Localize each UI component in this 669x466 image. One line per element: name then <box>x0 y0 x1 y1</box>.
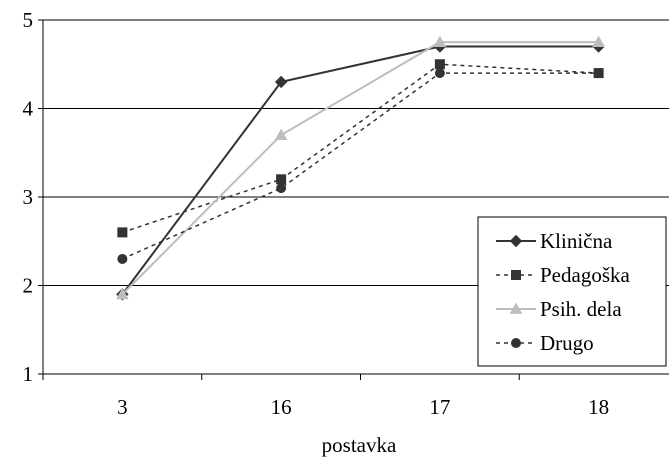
y-tick-label: 1 <box>23 362 34 386</box>
data-point <box>277 184 286 193</box>
legend-marker <box>512 339 521 348</box>
data-point <box>277 175 286 184</box>
legend-label: Klinična <box>540 229 613 253</box>
y-tick-label: 2 <box>23 274 34 298</box>
legend: Klinična Pedagoška Psih. dela Drugo <box>478 217 666 366</box>
x-tick-label: 17 <box>429 395 450 419</box>
x-tick-label: 16 <box>271 395 292 419</box>
legend-label: Psih. dela <box>540 297 622 321</box>
legend-label: Pedagoška <box>540 263 630 287</box>
x-tick-label: 3 <box>117 395 128 419</box>
series-1 <box>118 60 603 237</box>
legend-marker <box>512 271 521 280</box>
data-point <box>594 69 603 78</box>
y-tick-label: 3 <box>23 185 34 209</box>
y-tick-label: 5 <box>23 8 34 32</box>
x-tick-label: 18 <box>588 395 609 419</box>
data-point <box>435 69 444 78</box>
data-point <box>118 228 127 237</box>
data-point <box>435 60 444 69</box>
x-axis-title: postavka <box>322 433 397 457</box>
data-point <box>276 130 287 140</box>
legend-label: Drugo <box>540 331 594 355</box>
y-tick-label: 4 <box>23 97 34 121</box>
data-point <box>118 254 127 263</box>
